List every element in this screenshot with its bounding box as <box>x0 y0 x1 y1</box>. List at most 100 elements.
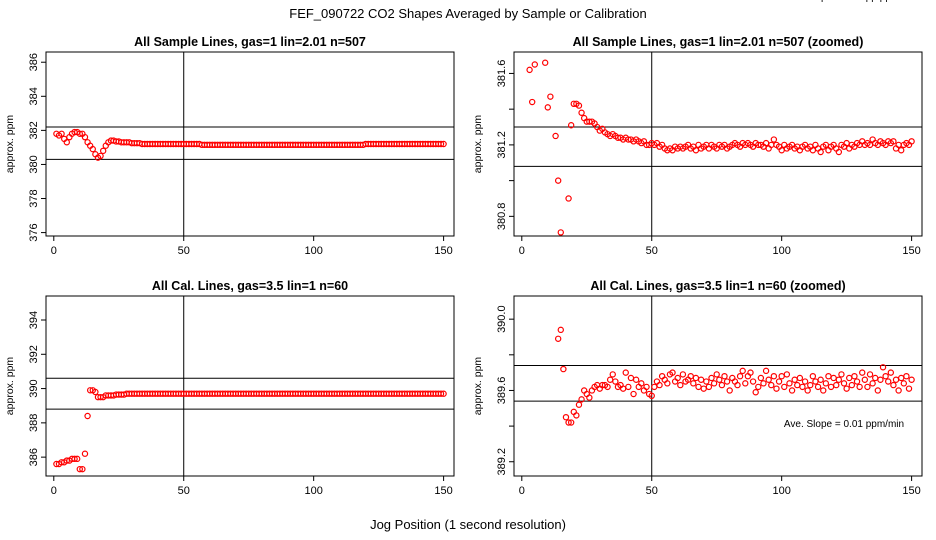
data-point <box>84 412 91 420</box>
stat-annotation: Ave. Std. Dev. = 0.9 ppm <box>789 0 900 3</box>
data-point <box>866 371 874 378</box>
data-point <box>664 380 671 387</box>
data-point <box>612 378 619 385</box>
y-axis-label: approx. ppm <box>4 357 16 416</box>
chart-panel-4: All Cal. Lines, gas=3.5 lin=1 n=60 (zoom… <box>472 279 923 497</box>
data-point <box>807 381 814 389</box>
y-tick-label: 382 <box>28 121 40 139</box>
data-point <box>840 380 848 387</box>
x-tick-label: 100 <box>772 245 790 257</box>
data-point <box>81 450 89 457</box>
data-point <box>695 383 702 391</box>
data-point <box>770 136 778 143</box>
y-tick-label: 390.0 <box>496 305 508 333</box>
data-point <box>820 387 827 394</box>
x-tick-label: 100 <box>304 485 322 497</box>
data-point <box>627 374 635 382</box>
data-point <box>557 229 564 236</box>
data-point <box>742 380 749 387</box>
data-point <box>825 372 832 380</box>
data-point <box>606 376 614 383</box>
data-point <box>892 376 900 383</box>
data-point <box>908 138 915 145</box>
data-point <box>723 378 731 385</box>
plot-frame <box>513 295 923 477</box>
data-point <box>788 387 796 394</box>
data-point <box>765 376 772 383</box>
data-point <box>721 372 728 380</box>
data-point <box>726 387 733 394</box>
data-point <box>677 381 684 389</box>
data-point <box>526 66 533 74</box>
data-point <box>887 369 895 376</box>
data-point <box>586 394 593 401</box>
data-point <box>843 385 850 392</box>
data-point <box>609 371 616 378</box>
figure-title: FEF_090722 CO2 Shapes Averaged by Sample… <box>289 6 646 21</box>
y-tick-label: 380.8 <box>496 203 508 231</box>
stat-annotation: Ave. Slope = 0.01 ppm/min <box>784 419 904 430</box>
data-point <box>817 376 824 383</box>
plot-frame <box>513 51 923 237</box>
data-point <box>625 383 632 391</box>
data-point <box>859 369 866 376</box>
data-point <box>830 374 837 382</box>
data-point <box>703 378 710 385</box>
panel-title: All Sample Lines, gas=1 lin=2.01 n=507 (… <box>573 35 864 49</box>
data-point <box>869 380 876 387</box>
data-point <box>833 381 840 389</box>
data-point <box>531 61 538 68</box>
data-point <box>700 385 707 392</box>
x-tick-label: 150 <box>434 245 452 257</box>
panel-title: All Cal. Lines, gas=3.5 lin=1 n=60 <box>152 279 348 293</box>
y-tick-label: 378 <box>28 189 40 207</box>
data-point <box>554 335 562 342</box>
data-point <box>565 419 572 426</box>
data-point <box>895 387 902 394</box>
data-point <box>827 383 835 391</box>
data-point <box>890 138 897 145</box>
x-tick-label: 100 <box>304 245 322 257</box>
data-point <box>573 412 580 419</box>
plot-frame <box>45 295 455 477</box>
data-point <box>804 387 811 394</box>
y-tick-label: 380 <box>28 155 40 173</box>
data-point <box>812 378 819 385</box>
figure-x-axis-label: Jog Position (1 second resolution) <box>370 517 566 532</box>
x-tick-label: 0 <box>519 485 525 497</box>
data-point <box>648 392 655 400</box>
x-tick-label: 50 <box>646 245 658 257</box>
data-point <box>861 376 869 383</box>
y-tick-label: 381.2 <box>496 131 508 159</box>
x-tick-label: 0 <box>51 245 57 257</box>
data-point <box>557 326 564 334</box>
panel-title: All Cal. Lines, gas=3.5 lin=1 n=60 (zoom… <box>590 279 845 293</box>
data-point <box>554 177 562 184</box>
data-point <box>882 372 889 380</box>
data-point <box>846 374 853 382</box>
data-point <box>838 371 845 378</box>
x-tick-label: 100 <box>772 485 790 497</box>
data-point <box>575 102 583 109</box>
data-point <box>604 383 611 391</box>
data-point <box>822 380 830 387</box>
data-point <box>440 140 447 148</box>
data-point <box>768 381 775 389</box>
data-point <box>73 455 81 463</box>
data-point <box>817 148 824 156</box>
data-point <box>903 372 910 380</box>
plot-frame <box>45 51 455 237</box>
data-point <box>757 374 765 382</box>
data-point <box>890 381 897 389</box>
data-point <box>562 413 570 421</box>
data-point <box>92 388 99 396</box>
data-point <box>736 372 744 380</box>
y-tick-label: 376 <box>28 223 40 241</box>
chart-panels: All Sample Lines, gas=1 lin=2.01 n=507 0 5… <box>4 0 923 497</box>
data-point <box>669 369 676 376</box>
y-tick-label: 389.2 <box>496 448 508 476</box>
data-point <box>796 374 804 382</box>
data-point <box>58 130 65 137</box>
data-point <box>528 98 536 106</box>
